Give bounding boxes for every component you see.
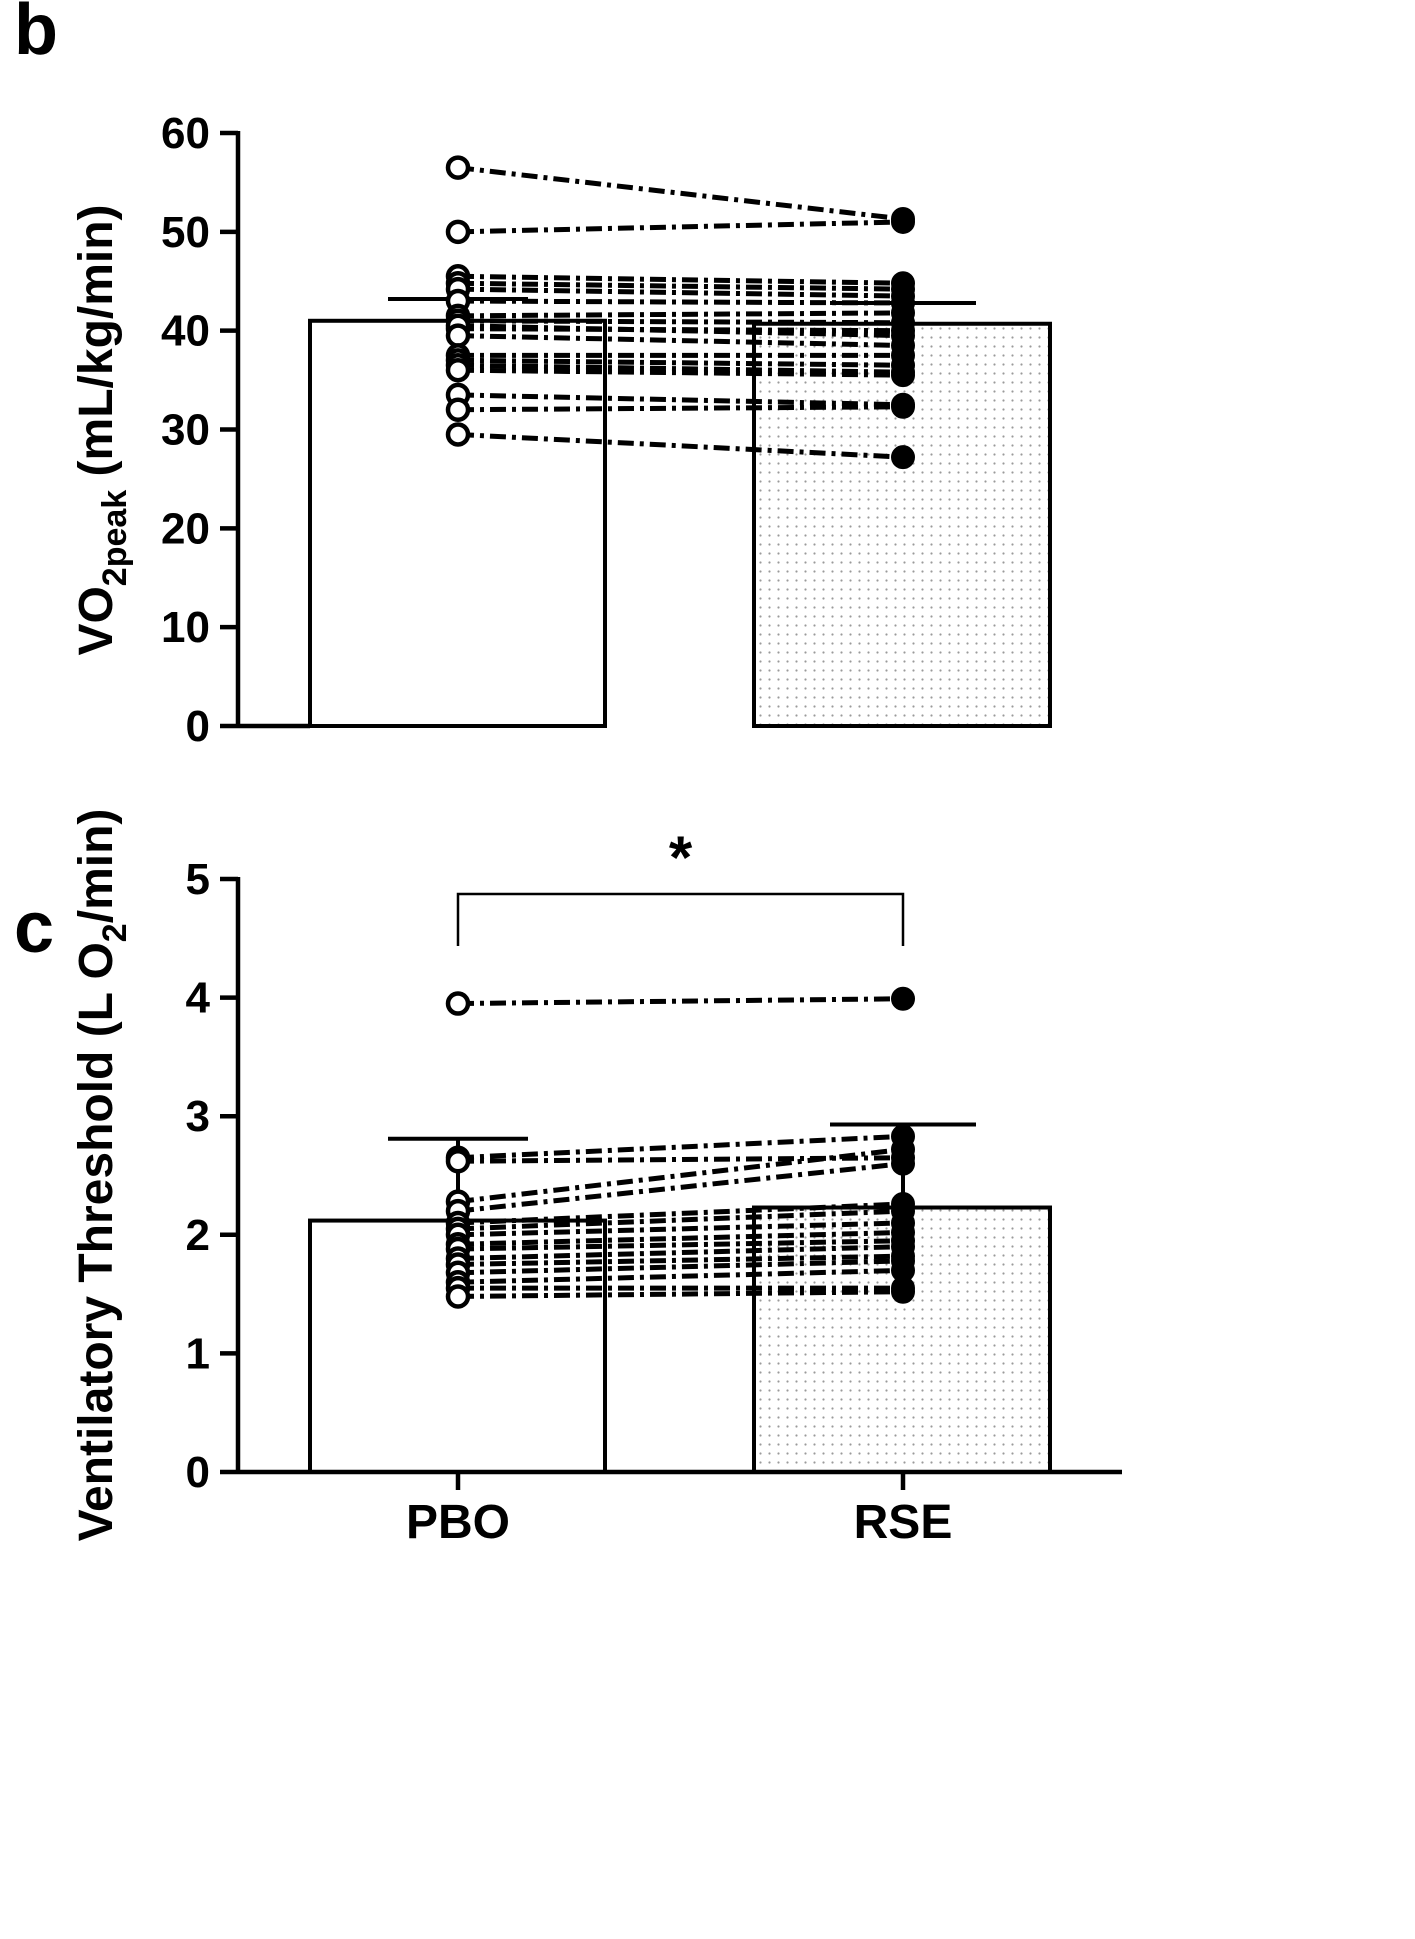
data-point-pbo bbox=[445, 155, 471, 180]
significance-bracket bbox=[456, 892, 905, 946]
y-tick-label: 2 bbox=[186, 1211, 210, 1260]
paired-line bbox=[457, 1244, 904, 1262]
y-tick-label: 0 bbox=[186, 1448, 210, 1497]
paired-line bbox=[457, 431, 904, 460]
y-tick-label: 60 bbox=[161, 109, 210, 158]
paired-line bbox=[457, 404, 904, 413]
paired-line bbox=[457, 1133, 904, 1161]
data-point-pbo bbox=[445, 991, 471, 1016]
paired-line bbox=[457, 392, 904, 408]
bar-rse bbox=[752, 321, 1052, 728]
y-tick-label: 50 bbox=[161, 208, 210, 257]
y-tick-label: 10 bbox=[161, 603, 210, 652]
paired-line bbox=[457, 286, 904, 299]
paired-line bbox=[457, 1229, 904, 1247]
data-point-rse bbox=[891, 445, 915, 470]
paired-line bbox=[457, 318, 904, 326]
data-point-rse bbox=[891, 394, 915, 419]
significance-star: * bbox=[669, 824, 693, 891]
data-point-pbo bbox=[445, 422, 471, 447]
y-tick-label: 4 bbox=[186, 974, 211, 1023]
paired-line bbox=[457, 1253, 904, 1267]
paired-line bbox=[457, 1208, 904, 1232]
data-point-rse bbox=[891, 1279, 915, 1304]
paired-line bbox=[457, 1146, 904, 1205]
paired-line bbox=[457, 1289, 904, 1299]
y-axis-title: Ventilatory Threshold (L O2/min) bbox=[70, 809, 134, 1542]
paired-line bbox=[457, 1161, 904, 1214]
paired-line bbox=[457, 165, 904, 222]
panel-label-c: c bbox=[14, 888, 55, 968]
data-point-pbo bbox=[445, 397, 471, 422]
data-point-rse bbox=[891, 209, 915, 234]
paired-line bbox=[457, 357, 904, 368]
data-point-pbo bbox=[445, 1284, 471, 1309]
chart-panel-c: 0 1 2 3 4 5 PBO RSE Ventilatory Threshold (L O2/… bbox=[70, 809, 1122, 1549]
panel-label-b: b bbox=[14, 0, 58, 70]
paired-line bbox=[457, 333, 904, 348]
data-point-pbo bbox=[445, 357, 471, 383]
paired-line bbox=[457, 1267, 904, 1285]
paired-line bbox=[457, 1201, 904, 1226]
data-point-rse bbox=[891, 986, 915, 1011]
paired-line bbox=[457, 1155, 904, 1164]
y-tick-label: 5 bbox=[186, 855, 210, 904]
paired-line bbox=[457, 273, 904, 286]
paired-line bbox=[457, 323, 904, 339]
y-tick-label: 30 bbox=[161, 406, 210, 455]
paired-line bbox=[457, 280, 904, 292]
paired-line bbox=[457, 367, 904, 378]
data-point-pbo bbox=[445, 219, 471, 245]
y-tick-label: 1 bbox=[186, 1329, 210, 1378]
y-axis-title: VO2peak (mL/kg/min) bbox=[70, 204, 134, 655]
y-tick-label: 3 bbox=[186, 1092, 210, 1141]
data-point-pbo bbox=[445, 1149, 471, 1174]
paired-line bbox=[457, 1258, 904, 1276]
data-point-pbo bbox=[445, 323, 471, 348]
paired-line bbox=[457, 298, 904, 306]
y-tick-label: 0 bbox=[186, 702, 210, 751]
paired-line bbox=[457, 219, 904, 235]
paired-line bbox=[457, 310, 904, 319]
data-point-rse bbox=[891, 363, 915, 388]
y-tick-label: 40 bbox=[161, 307, 210, 356]
paired-line bbox=[457, 1238, 904, 1252]
y-tick-label: 20 bbox=[161, 504, 210, 553]
paired-line bbox=[457, 996, 904, 1007]
data-point-rse bbox=[891, 1151, 915, 1176]
x-tick-label-rse: RSE bbox=[854, 1496, 953, 1549]
x-tick-label-pbo: PBO bbox=[406, 1496, 510, 1549]
chart-panel-b: 0 10 20 30 40 50 60 VO2peak (mL/kg/min) bbox=[70, 109, 1052, 751]
paired-line bbox=[457, 1220, 904, 1238]
paired-line bbox=[457, 362, 904, 375]
